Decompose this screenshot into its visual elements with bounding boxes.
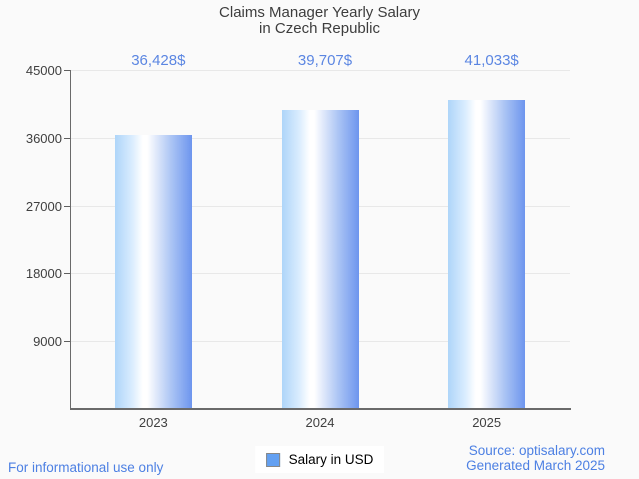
generated-date: Generated March 2025 [466, 458, 605, 473]
x-axis-label: 2025 [472, 415, 502, 430]
legend[interactable]: Salary in USD [254, 446, 385, 473]
y-axis-label: 45000 [25, 63, 62, 78]
y-axis-tick [64, 138, 70, 139]
x-axis-label: 2024 [305, 415, 335, 430]
bar-value-label: 41,033$ [464, 52, 519, 69]
x-axis-label: 2023 [138, 415, 168, 430]
bar-value-label: 36,428$ [131, 52, 186, 69]
y-axis-tick [64, 273, 70, 274]
y-axis-line [70, 70, 71, 409]
legend-swatch-icon [265, 452, 280, 467]
bar-2023[interactable] [115, 135, 192, 409]
disclaimer-text: For informational use only [8, 460, 164, 475]
bar-2025[interactable] [448, 100, 525, 409]
y-axis-label: 18000 [25, 266, 62, 281]
x-axis-line [70, 408, 571, 410]
footer-source-block: Source: optisalary.com Generated March 2… [466, 443, 605, 473]
y-axis-tick [64, 206, 70, 207]
source-link[interactable]: Source: optisalary.com [468, 443, 605, 458]
chart-title-line1: Claims Manager Yearly Salary [219, 4, 420, 21]
y-axis-label: 27000 [25, 199, 62, 214]
bar-value-label: 39,707$ [297, 52, 353, 69]
chart-title-line2: in Czech Republic [259, 20, 380, 37]
y-axis-tick [64, 341, 70, 342]
y-axis-label: 9000 [33, 334, 62, 349]
gridline [70, 70, 570, 71]
legend-label: Salary in USD [288, 452, 374, 467]
y-axis-label: 36000 [25, 131, 62, 146]
bar-2024[interactable] [282, 110, 359, 409]
y-axis-tick [64, 70, 70, 71]
chart-title: Claims Manager Yearly Salary in Czech Re… [0, 5, 639, 37]
